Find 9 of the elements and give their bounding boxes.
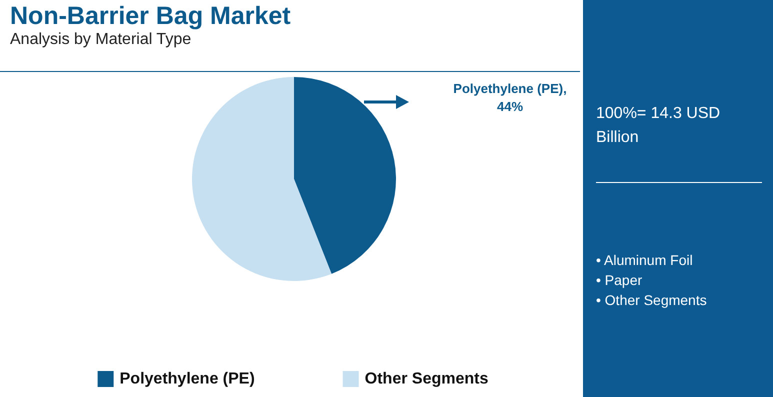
legend-label: Other Segments [364,370,488,388]
text: 100%= 14.3 USD Billion [596,104,722,148]
text: • Other Segments [596,291,707,310]
text: • Paper [596,271,644,290]
chart-title: Non-Barrier Bag Market [10,2,291,31]
legend-label: Polyethylene (PE) [120,370,255,388]
text: • Aluminum Foil [596,251,694,270]
chart-subtitle: Analysis by Material Type [10,31,192,49]
text: Polyethylene (PE), 44% [452,80,568,116]
